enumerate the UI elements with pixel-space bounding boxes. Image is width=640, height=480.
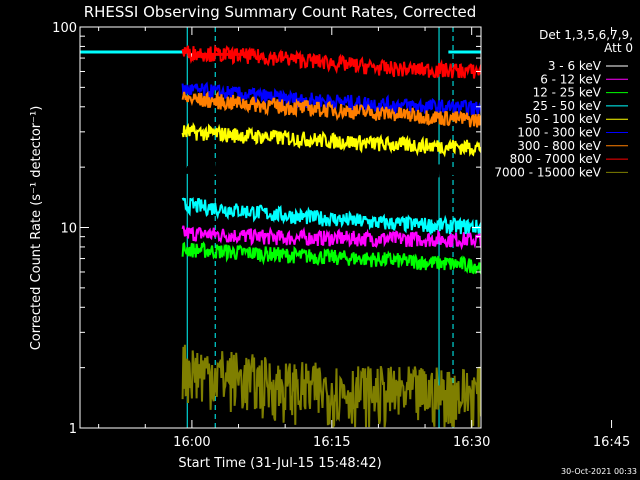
plot-timestamp: 30-Oct-2021 00:33 — [561, 467, 637, 476]
series-line — [181, 81, 481, 118]
plot-frame — [79, 26, 482, 429]
series-line — [181, 196, 481, 236]
x-tick-label: 16:15 — [313, 435, 350, 450]
legend-entry-label: 800 - 7000 keV — [510, 152, 602, 166]
y-tick-label: 1 — [69, 422, 77, 437]
legend-entry-label: 7000 - 15000 keV — [494, 165, 601, 179]
x-tick-label: 16:00 — [173, 435, 210, 450]
legend-entry-label: 50 - 100 keV — [525, 112, 602, 126]
y-axis-label: Corrected Count Rate (s⁻¹ detector⁻¹) — [29, 106, 44, 351]
legend-entry-label: 6 - 12 keV — [540, 72, 602, 86]
series-line — [181, 90, 481, 129]
y-tick-label: 10 — [60, 222, 77, 237]
legend-header-line1: Det 1,3,5,6,7,9, — [539, 28, 633, 42]
legend-entry-label: 300 - 800 keV — [517, 139, 601, 153]
series-line — [181, 150, 481, 180]
legend-entry-label: 25 - 50 keV — [533, 99, 602, 113]
x-axis-label: Start Time (31-Jul-15 15:48:42) — [178, 456, 381, 471]
legend-entry-label: 100 - 300 keV — [517, 126, 601, 140]
legend-entry-label: 12 - 25 keV — [533, 86, 602, 100]
series-line — [181, 225, 481, 251]
chart-title: RHESSI Observing Summary Count Rates, Co… — [84, 3, 477, 21]
x-tick-label: 16:30 — [453, 435, 490, 450]
series-line — [181, 344, 481, 428]
y-tick-label: 100 — [52, 21, 77, 36]
saa-marker: S — [504, 36, 510, 47]
series-line — [181, 241, 481, 275]
series-line — [181, 122, 481, 158]
legend-entry-label: 3 - 6 keV — [548, 59, 602, 73]
plot-area: FS — [80, 27, 510, 428]
series-line — [181, 44, 481, 79]
x-tick-label: 16:45 — [593, 435, 630, 450]
legend-header-line2: Att 0 — [604, 41, 633, 55]
